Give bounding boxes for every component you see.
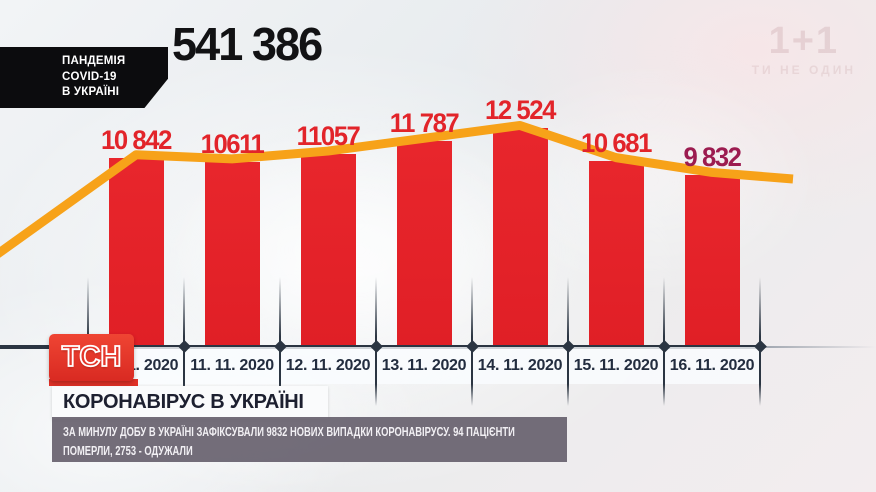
date-label: 13. 11. 2020 bbox=[381, 357, 467, 374]
tsn-logo-text: ТСН bbox=[61, 340, 122, 374]
bar-value-label: 10611 bbox=[200, 128, 265, 159]
ticker-line-2: ПОМЕРЛИ, 2753 - ОДУЖАЛИ bbox=[63, 443, 193, 458]
channel-logo-1plus1: 1+1 bbox=[768, 20, 840, 62]
bar bbox=[492, 128, 548, 347]
date-label: 15. 11. 2020 bbox=[573, 357, 659, 374]
axis-divider bbox=[758, 347, 762, 406]
bar bbox=[684, 175, 740, 347]
tick-needle bbox=[567, 277, 569, 347]
bar-value-label: 10 842 bbox=[101, 124, 172, 155]
pandemic-title-badge: ПАНДЕМІЯ COVID-19 В УКРАЇНІ bbox=[0, 47, 168, 108]
news-ticker: ЗА МИНУЛУ ДОБУ В УКРАЇНІ ЗАФІКСУВАЛИ 983… bbox=[52, 417, 567, 462]
bar-value-label: 12 524 bbox=[485, 95, 556, 126]
bar bbox=[300, 154, 356, 347]
tick-needle bbox=[663, 277, 665, 347]
date-label: 12. 11. 2020 bbox=[285, 357, 371, 374]
bar-value-label: 11057 bbox=[296, 121, 361, 152]
badge-line: COVID-19 bbox=[62, 70, 117, 83]
tick-needle bbox=[183, 277, 185, 347]
axis-divider bbox=[374, 347, 378, 406]
bar bbox=[588, 160, 644, 347]
bar-value-label: 9 832 bbox=[683, 142, 742, 173]
bar-value-label: 10 681 bbox=[581, 127, 652, 158]
headline-bar: КОРОНАВІРУС В УКРАЇНІ bbox=[52, 386, 328, 419]
tick-needle bbox=[759, 277, 761, 347]
badge-line: ПАНДЕМІЯ bbox=[62, 55, 126, 67]
tick-needle bbox=[471, 277, 473, 347]
bar-value-label: 11 787 bbox=[389, 108, 460, 139]
date-label: 14. 11. 2020 bbox=[477, 357, 563, 374]
axis-divider bbox=[662, 347, 666, 406]
channel-slogan: ТИ НЕ ОДИН bbox=[751, 63, 856, 77]
tick-needle bbox=[375, 277, 377, 347]
tsn-logo: ТСН bbox=[49, 334, 134, 381]
date-label: 11. 11. 2020 bbox=[190, 357, 274, 374]
date-label: 16. 11. 2020 bbox=[669, 357, 755, 374]
bar bbox=[396, 141, 452, 347]
tick-needle bbox=[279, 277, 281, 347]
badge-line: В УКРАЇНІ bbox=[62, 86, 120, 98]
channel-watermark: 1+1 ТИ НЕ ОДИН bbox=[752, 22, 856, 77]
axis-divider bbox=[566, 347, 570, 406]
tick-needle bbox=[87, 277, 89, 347]
headline-text: КОРОНАВІРУС В УКРАЇНІ bbox=[63, 391, 304, 413]
bar bbox=[108, 157, 164, 347]
bar bbox=[204, 161, 260, 347]
axis-divider bbox=[470, 347, 474, 406]
x-axis-extension bbox=[762, 346, 876, 348]
ticker-line-1: ЗА МИНУЛУ ДОБУ В УКРАЇНІ ЗАФІКСУВАЛИ 983… bbox=[63, 424, 515, 439]
total-cases-counter: 541 386 bbox=[172, 18, 323, 70]
